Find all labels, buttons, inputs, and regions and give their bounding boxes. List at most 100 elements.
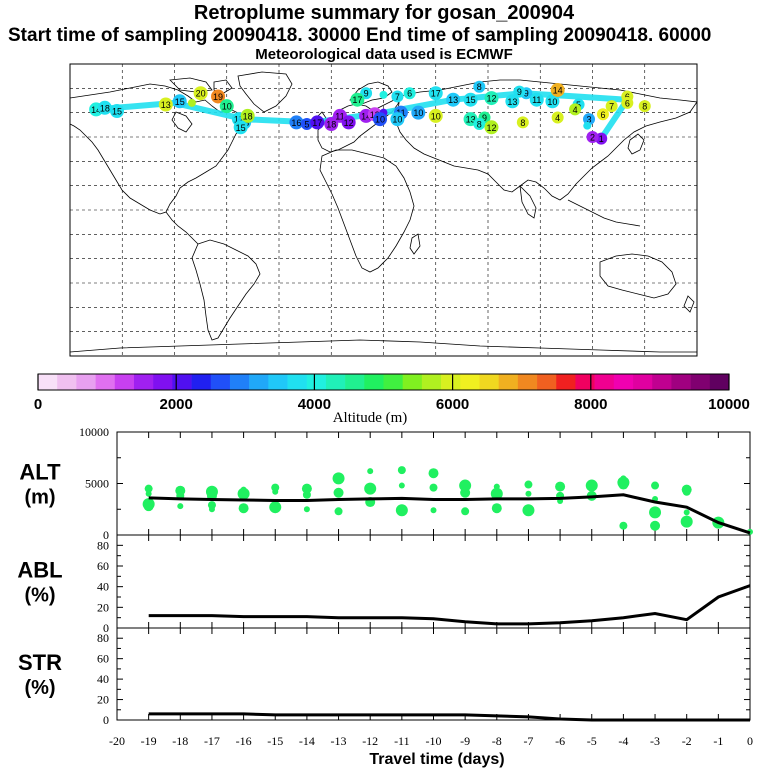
cluster-label: 13 [161, 100, 171, 110]
cluster-altitude-point [490, 487, 503, 500]
sampling-times: Start time of sampling 20090418. 30000 E… [8, 25, 712, 46]
xtick-label: -18 [172, 734, 188, 748]
cluster-label: 17 [352, 95, 362, 105]
cluster-label: 3 [587, 115, 592, 125]
colorbar-cell [383, 374, 403, 390]
colorbar-cell [594, 374, 615, 390]
cluster-label: 8 [477, 120, 482, 130]
cluster-altitude-point [208, 506, 215, 513]
cluster-label: 9 [364, 89, 369, 99]
cluster-label: 10 [392, 115, 402, 125]
cluster-marker [428, 108, 443, 123]
xtick-label: -16 [236, 734, 252, 748]
colorbar-tick-label: 4000 [298, 396, 331, 413]
cluster-label: 12 [486, 123, 496, 133]
ytick-label: 0 [103, 621, 109, 635]
cluster-altitude-point [555, 481, 566, 492]
cluster-altitude-point [395, 504, 408, 517]
cluster-label: 4 [555, 113, 560, 123]
cluster-marker [473, 80, 486, 93]
xtick-label: -1 [713, 734, 723, 748]
cluster-marker [605, 100, 618, 113]
str-fraction-line [148, 712, 750, 722]
colorbar-cell [402, 374, 423, 390]
colorbar-label: Altitude (m) [333, 410, 408, 426]
colorbar-cell [172, 374, 192, 390]
cluster-label: 14 [361, 111, 371, 121]
colorbar-cell [191, 374, 212, 390]
panel-ylabel-name: ABL [17, 558, 62, 583]
cluster-altitude-point [302, 490, 311, 499]
colorbar-cell [498, 374, 519, 390]
colorbar-cell [153, 374, 173, 390]
cluster-label: 11 [335, 111, 344, 121]
ytick-label: 0 [103, 713, 109, 727]
cluster-altitude-point [429, 483, 438, 492]
colorbar-cell [114, 374, 135, 390]
coast-australia [599, 253, 677, 299]
met-data-note: Meteorological data used is ECMWF [255, 46, 513, 63]
cluster-altitude-point [143, 501, 154, 512]
xtick-label: -7 [523, 734, 533, 748]
colorbar-cell [517, 374, 538, 390]
cluster-label: 18 [326, 120, 336, 130]
colorbar-tick-label: 8000 [574, 396, 607, 413]
cluster-label: 11 [532, 95, 541, 105]
coast-madagascar [409, 233, 421, 255]
coast-scandinavia [349, 81, 393, 105]
panel-ylabel-unit: (%) [24, 585, 55, 607]
colorbar-cell [460, 374, 480, 390]
cluster-label: 12 [344, 118, 354, 128]
cluster-altitude-point [177, 503, 184, 510]
cluster-label: 1 [599, 134, 604, 144]
cluster-label: 18 [243, 111, 253, 121]
cluster-label: 8 [642, 102, 647, 112]
altitude-colorbar: 0 2000 4000 6000 8000 10000 Altitude (m) [34, 373, 750, 426]
colorbar-cell [633, 374, 653, 390]
cluster-altitude-point [650, 520, 661, 531]
mean-altitude-line [148, 493, 751, 535]
colorbar-cell [556, 374, 576, 390]
cluster-label: 9 [524, 89, 529, 99]
colorbar-cell [306, 374, 327, 390]
colorbar-cell [38, 374, 58, 390]
colorbar-cell [287, 374, 308, 390]
cluster-label: 17 [312, 118, 322, 128]
cluster-marker [187, 98, 196, 107]
colorbar-cell [249, 374, 269, 390]
cluster-altitude-point [683, 509, 690, 516]
xtick-label: -3 [650, 734, 660, 748]
str-panel: STR(%) 80 60 40 20 0 [18, 627, 751, 727]
xtick-label: -19 [141, 734, 157, 748]
cluster-altitude-point [367, 468, 374, 475]
cluster-label: 13 [448, 95, 458, 105]
colorbar-cell [709, 374, 730, 390]
ytick-label: 60 [97, 652, 109, 666]
coast-africa [319, 149, 415, 273]
ytick-label: 40 [97, 672, 109, 686]
colorbar-cell [671, 374, 691, 390]
colorbar-cell [325, 374, 346, 390]
cluster-label: 6 [600, 110, 605, 120]
coast-south-america [191, 239, 261, 341]
plume-cluster-markers: 1418151315201910181818151651718111413111… [89, 80, 651, 145]
xtick-label: -20 [109, 734, 125, 748]
alt-panel: ALT(m) 10000 5000 0 [19, 425, 753, 542]
xtick-label: -4 [618, 734, 628, 748]
cluster-altitude-point [334, 507, 343, 516]
coast-se-asia [567, 199, 641, 227]
panel-ylabel-name: STR [18, 650, 62, 675]
cluster-marker [513, 85, 526, 98]
coastlines [69, 71, 698, 353]
xtick-label: -6 [555, 734, 565, 748]
cluster-label: 14 [91, 105, 101, 115]
xtick-label: -14 [299, 734, 315, 748]
cluster-label: 7 [395, 92, 400, 102]
cluster-label: 12 [486, 94, 496, 104]
cluster-label: 6 [407, 89, 412, 99]
cluster-marker [233, 120, 248, 135]
ytick-label: 20 [97, 693, 109, 707]
cluster-altitude-point [618, 479, 629, 490]
cluster-label: 19 [213, 92, 223, 102]
ytick-label: 80 [97, 631, 109, 645]
